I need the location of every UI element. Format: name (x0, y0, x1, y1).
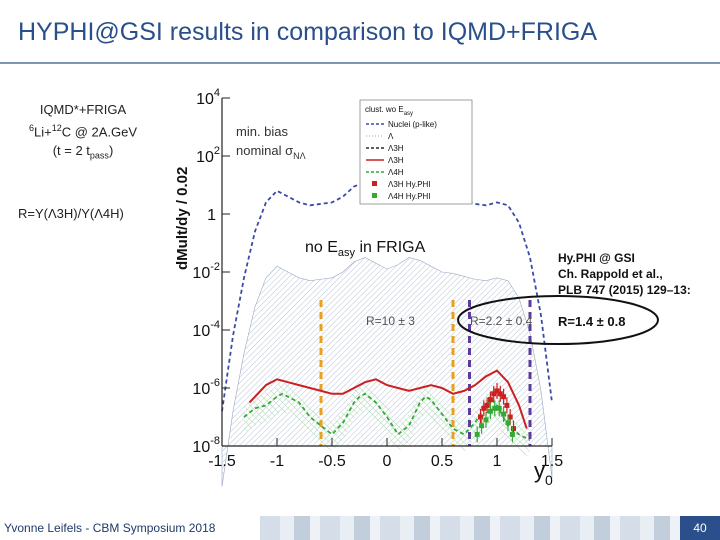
legend-entry-label: Λ3H (388, 144, 404, 153)
time-label: (t = 2 tpass) (52, 143, 114, 161)
x-tick-label: 0.5 (431, 453, 453, 470)
data-point (491, 391, 497, 397)
legend-entry-label: Λ3H Hy.PHI (388, 180, 431, 189)
ratio-r1: R=10 ± 3 (366, 314, 415, 328)
x-tick-label: -1 (270, 453, 284, 470)
legend-entry-label: Λ4H Hy.PHI (388, 192, 431, 201)
title-divider (0, 62, 720, 64)
footer-decoration (260, 516, 680, 540)
data-point (492, 405, 498, 411)
y-tick-label: 10-8 (192, 435, 220, 456)
x-tick-label: 1 (493, 453, 502, 470)
data-point (483, 417, 489, 423)
series-line (248, 369, 528, 429)
reaction-label: 6Li+12C @ 2A.GeV (28, 123, 138, 140)
data-point (507, 414, 513, 420)
x-axis-ticks: -1.5 -1 -0.5 0 0.5 1 1.5 (208, 438, 563, 470)
series-line (243, 392, 531, 441)
data-point (501, 394, 507, 400)
y-tick-label: 1 (207, 207, 216, 224)
hyphi-ref-line2: Ch. Rappold et al., (558, 267, 663, 281)
data-point (487, 397, 493, 403)
highlight-ellipse (457, 295, 659, 345)
data-point (496, 405, 502, 411)
ratio-definition: R=Y(Λ3H)/Y(Λ4H) (18, 206, 124, 221)
page-number: 40 (680, 516, 720, 540)
x-tick-label: -0.5 (318, 453, 346, 470)
legend-entry-label: Nuclei (p-like) (388, 120, 437, 129)
y-tick-label: 104 (196, 87, 220, 108)
x-axis-label: y0 (534, 458, 553, 488)
ratio-r2: R=2.2 ± 0.4 (470, 314, 533, 328)
data-point (504, 402, 510, 408)
hypertriton4-hatch-band (244, 382, 530, 458)
data-point (479, 423, 485, 429)
y-tick-label: 10-4 (192, 319, 220, 340)
x-tick-label: -1.5 (208, 453, 236, 470)
model-label: IQMD*+FRIGA (39, 102, 127, 117)
footer-author: Yvonne Leifels - CBM Symposium 2018 (4, 521, 216, 535)
data-point (487, 408, 493, 414)
data-point (478, 414, 483, 420)
simulation-description: IQMD*+FRIGA 6Li+12C @ 2A.GeV (t = 2 tpas… (8, 100, 158, 166)
data-point (481, 405, 487, 411)
ratio-r3: R=1.4 ± 0.8 (558, 314, 625, 329)
y-axis-ticks: 104 102 1 10-2 10-4 10-6 10-8 (192, 87, 230, 456)
data-point (509, 431, 515, 437)
y-tick-label: 102 (196, 145, 220, 166)
legend-marker (372, 181, 377, 186)
slide-title: HYPHI@GSI results in comparison to IQMD+… (18, 18, 598, 46)
data-point (501, 411, 507, 417)
nominal-sigma-label: nominal σNΛ (236, 143, 306, 161)
hyphi-ref-line1: Hy.PHI @ GSI (558, 251, 635, 265)
legend-entry-label: Λ4H (388, 168, 404, 177)
legend-header: clust. wo Easy (365, 105, 413, 117)
legend-entry-label: Λ (388, 132, 394, 141)
hyphi-ref-line3: PLB 747 (2015) 129–13: (558, 283, 691, 297)
legend-entry-label: Λ3H (388, 156, 404, 165)
y-tick-label: 10-6 (192, 377, 220, 398)
no-easy-annotation: no Easy in FRIGA (305, 239, 426, 259)
legend-marker (372, 193, 377, 198)
data-point (474, 431, 480, 437)
data-point (511, 426, 516, 432)
data-point (484, 402, 490, 408)
legend-box: clust. wo Easy Nuclei (p-like) Λ Λ3H Λ3H Λ4H… (359, 99, 473, 205)
x-tick-label: 1.5 (541, 453, 563, 470)
data-point (505, 420, 511, 426)
min-bias-label: min. bias (236, 124, 289, 139)
y-axis-label: dMult/dy / 0.02 (174, 167, 191, 270)
data-point (494, 388, 500, 394)
rapidity-cut-lines (319, 300, 532, 446)
x-tick-label: 0 (383, 453, 392, 470)
y-tick-label: 10-2 (192, 261, 220, 282)
data-point (497, 391, 503, 397)
